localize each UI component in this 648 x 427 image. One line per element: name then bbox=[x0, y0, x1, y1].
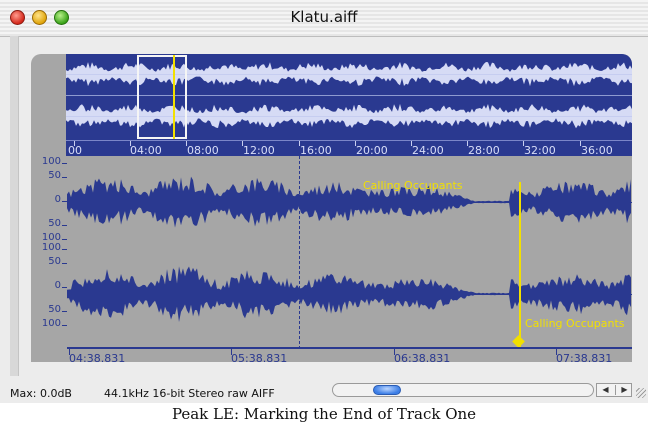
figure-caption: Peak LE: Marking the End of Track One bbox=[171, 405, 477, 423]
detail-waveform[interactable]: Calling Occupants Calling Occupants bbox=[67, 156, 632, 349]
resize-grip-icon[interactable] bbox=[636, 388, 646, 398]
amplitude-tick bbox=[62, 163, 67, 164]
detail-axis-left bbox=[67, 202, 632, 203]
overview-time-label: 36:00 bbox=[581, 144, 613, 157]
amplitude-tick bbox=[62, 287, 67, 288]
overview-tick bbox=[299, 141, 300, 146]
overview-tick bbox=[186, 141, 187, 146]
marker-label[interactable]: Calling Occupants bbox=[525, 317, 625, 330]
app-window: Klatu.aiff 00 04:00 08:00 12 bbox=[0, 0, 648, 403]
overview-cursor bbox=[173, 55, 175, 139]
overview-tick bbox=[242, 141, 243, 146]
overview-time-label: 16:00 bbox=[300, 144, 332, 157]
max-level-readout: Max: 0.0dB bbox=[10, 387, 72, 400]
time-label: 06:38.831 bbox=[394, 352, 451, 362]
amplitude-tick bbox=[62, 177, 67, 178]
amplitude-label: 50 bbox=[48, 170, 61, 181]
overview-tick bbox=[411, 141, 412, 146]
overview-time-label: 20:00 bbox=[356, 144, 388, 157]
amplitude-label: 100 bbox=[41, 232, 61, 243]
time-ruler: 04:38.831 05:38.831 06:38.831 07:38.831 bbox=[67, 347, 632, 362]
zoom-icon[interactable] bbox=[54, 10, 69, 25]
overview-tick bbox=[467, 141, 468, 146]
amplitude-tick bbox=[62, 201, 67, 202]
overview-tick bbox=[580, 141, 581, 146]
amplitude-label: 0 bbox=[54, 194, 61, 205]
overview-axis-right bbox=[66, 116, 632, 117]
waveform-panel: 00 04:00 08:00 12:00 16:00 20:00 24:00 2… bbox=[31, 54, 632, 362]
time-tick bbox=[556, 349, 557, 355]
amplitude-tick bbox=[62, 263, 67, 264]
amplitude-tick bbox=[62, 325, 67, 326]
amplitude-label: 0 bbox=[54, 280, 61, 291]
overview-time-label: 04:00 bbox=[130, 144, 162, 157]
time-tick bbox=[394, 349, 395, 355]
scroll-arrows: ◀ ▶ bbox=[596, 383, 632, 397]
minimize-icon[interactable] bbox=[32, 10, 47, 25]
time-tick bbox=[69, 349, 70, 355]
amplitude-label: 50 bbox=[48, 218, 61, 229]
audio-format-readout: 44.1kHz 16-bit Stereo raw AIFF bbox=[104, 387, 275, 400]
marker-label[interactable]: Calling Occupants bbox=[363, 179, 463, 192]
overview-waveform[interactable]: 00 04:00 08:00 12:00 16:00 20:00 24:00 2… bbox=[66, 54, 632, 157]
overview-time-label: 28:00 bbox=[468, 144, 500, 157]
scrollbar-thumb[interactable] bbox=[373, 385, 401, 395]
overview-time-label: 24:00 bbox=[412, 144, 444, 157]
amplitude-tick bbox=[62, 311, 67, 312]
overview-time-label: 00 bbox=[68, 144, 82, 157]
amplitude-scale: 100 50 0 50 100 100 50 0 50 100 bbox=[31, 156, 67, 348]
status-bar: Max: 0.0dB 44.1kHz 16-bit Stereo raw AIF… bbox=[0, 383, 648, 403]
amplitude-label: 50 bbox=[48, 256, 61, 267]
scroll-left-icon[interactable]: ◀ bbox=[602, 385, 609, 394]
detail-axis-right bbox=[67, 294, 632, 295]
amplitude-label: 50 bbox=[48, 304, 61, 315]
overview-tick bbox=[74, 141, 75, 146]
overview-time-label: 12:00 bbox=[243, 144, 275, 157]
time-label: 07:38.831 bbox=[556, 352, 613, 362]
marker-handle[interactable] bbox=[512, 335, 525, 348]
time-tick bbox=[231, 349, 232, 355]
amplitude-label: 100 bbox=[41, 318, 61, 329]
overview-tick bbox=[355, 141, 356, 146]
time-label: 04:38.831 bbox=[69, 352, 126, 362]
amplitude-tick bbox=[62, 225, 67, 226]
amplitude-tick bbox=[62, 239, 67, 240]
track-marker-line[interactable] bbox=[519, 182, 521, 347]
overview-time-ruler: 00 04:00 08:00 12:00 16:00 20:00 24:00 2… bbox=[66, 140, 632, 157]
overview-selection-box[interactable] bbox=[137, 55, 187, 139]
overview-time-label: 32:00 bbox=[524, 144, 556, 157]
overview-axis-left bbox=[66, 74, 632, 75]
amplitude-tick bbox=[62, 249, 67, 250]
close-icon[interactable] bbox=[10, 10, 25, 25]
time-label: 05:38.831 bbox=[231, 352, 288, 362]
playhead-line[interactable] bbox=[299, 156, 300, 349]
horizontal-scrollbar[interactable] bbox=[332, 383, 594, 397]
title-bar[interactable]: Klatu.aiff bbox=[0, 0, 648, 37]
overview-tick bbox=[130, 141, 131, 146]
amplitude-label: 100 bbox=[41, 242, 61, 253]
overview-time-label: 08:00 bbox=[187, 144, 219, 157]
left-edge-strip bbox=[10, 36, 19, 376]
amplitude-label: 100 bbox=[41, 156, 61, 167]
overview-tick bbox=[523, 141, 524, 146]
window-title: Klatu.aiff bbox=[290, 8, 358, 26]
overview-channel-separator bbox=[66, 95, 632, 96]
scroll-right-icon[interactable]: ▶ bbox=[615, 385, 633, 395]
